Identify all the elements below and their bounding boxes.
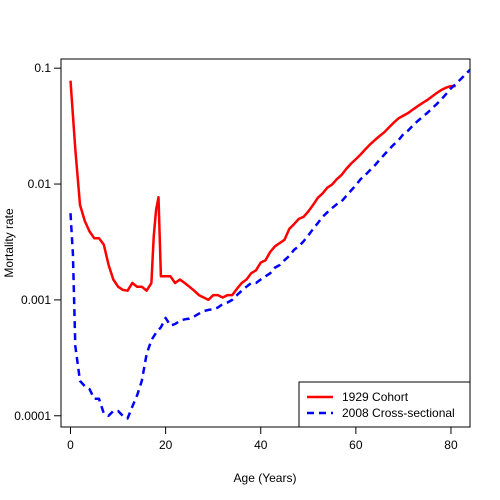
y-tick-label: 0.001 [21,293,51,307]
y-tick-label: 0.1 [34,61,51,75]
y-axis: 0.0001 0.001 0.01 0.1 [14,61,61,423]
legend: 1929 Cohort 2008 Cross-sectional [298,381,471,428]
x-tick-label: 20 [159,438,173,452]
legend-box [298,381,471,428]
x-axis-title: Age (Years) [234,471,297,485]
y-axis-title: Mortality rate [2,208,16,278]
plot-frame [60,58,471,428]
x-axis: 0 20 40 60 80 [67,427,458,452]
y-tick-label: 0.0001 [14,409,51,423]
series-layer [69,68,470,420]
x-tick-label: 60 [349,438,363,452]
series-line-2008-cross-sectional [69,68,470,420]
x-tick-label: 80 [444,438,458,452]
y-tick-label: 0.01 [28,177,52,191]
x-tick-label: 0 [67,438,74,452]
x-tick-label: 40 [254,438,268,452]
legend-label-2008-cross-sectional: 2008 Cross-sectional [342,406,455,420]
legend-label-1929-cohort: 1929 Cohort [342,390,409,404]
series-line-1929-cohort [69,80,456,302]
